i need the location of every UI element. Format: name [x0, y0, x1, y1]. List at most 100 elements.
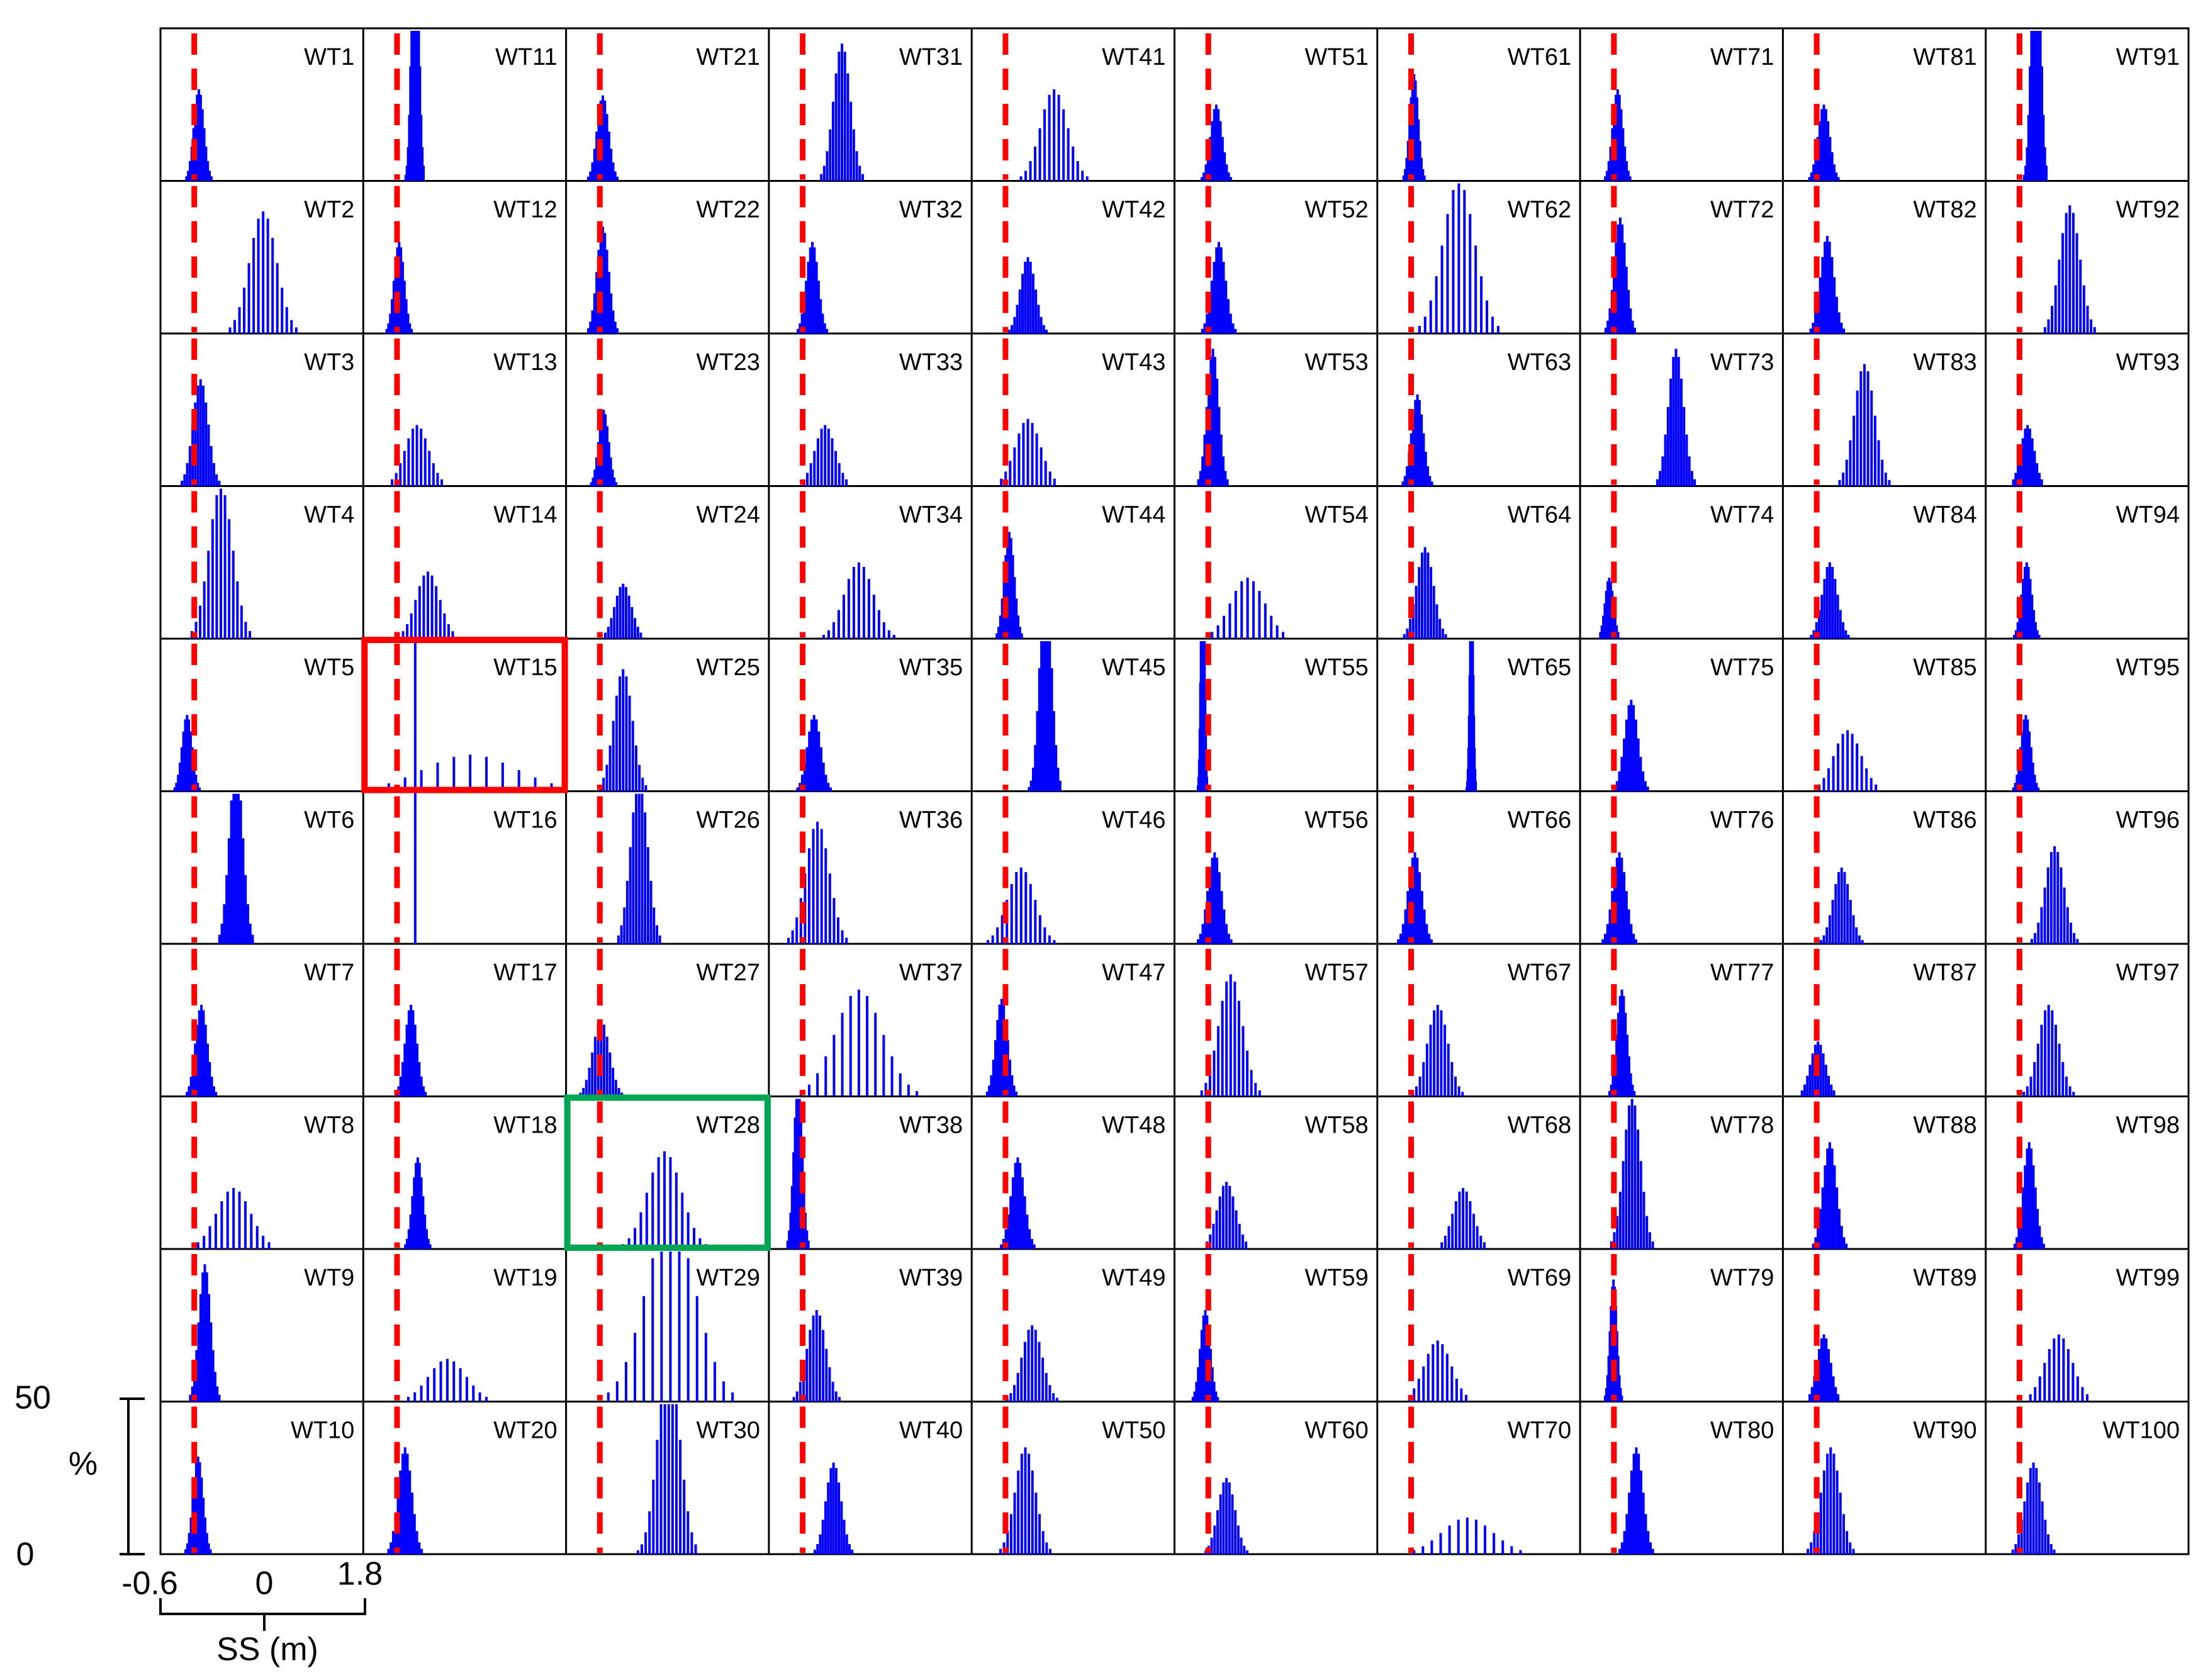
panel-label: WT22 — [697, 197, 760, 223]
histogram-bar — [2026, 1148, 2029, 1249]
histogram-bar — [1015, 598, 1018, 639]
histogram-bar — [607, 442, 610, 486]
histogram-bar — [2071, 1363, 2075, 1402]
panel-label: WT6 — [304, 807, 354, 834]
histogram-bar — [1839, 1492, 1842, 1554]
histogram-bar — [2040, 66, 2043, 181]
histogram-bar — [1647, 1531, 1650, 1554]
histogram-bar — [1832, 1453, 1836, 1554]
histogram-bar — [843, 52, 846, 181]
histogram-bar — [2053, 1549, 2056, 1554]
histogram-bar — [1017, 433, 1021, 486]
panel-wt24: WT24 — [597, 491, 760, 639]
histogram-bar — [1406, 891, 1410, 944]
histogram-bar — [182, 731, 185, 792]
histogram-bar — [1411, 858, 1414, 944]
histogram-bar — [1832, 1376, 1835, 1402]
histogram-bar — [220, 1201, 223, 1249]
histogram-bar — [1827, 768, 1830, 792]
histogram-bar — [2036, 630, 2039, 639]
histogram-bar — [1819, 1044, 1822, 1097]
histogram-bar — [1034, 146, 1037, 181]
histogram-bar — [447, 624, 450, 639]
histogram-bar — [648, 1511, 651, 1554]
histogram-bar — [249, 630, 252, 639]
histogram-bar — [1020, 1453, 1023, 1554]
histogram-bar — [2022, 579, 2025, 639]
histogram-bar — [1820, 1338, 1823, 1402]
histogram-bar — [612, 310, 615, 333]
panel-wt78: WT78 — [1610, 1099, 1774, 1249]
panel-wt44: WT44 — [995, 491, 1166, 639]
histogram-bar — [1031, 1470, 1034, 1554]
histogram-bar — [1012, 1085, 1016, 1097]
panel-label: WT44 — [1102, 502, 1165, 529]
histogram-bar — [855, 151, 858, 181]
histogram-bar — [233, 320, 237, 333]
histogram-bar — [2035, 783, 2038, 792]
histogram-bar — [1840, 867, 1843, 944]
histogram-bar — [1642, 1492, 1645, 1554]
panel-label: WT30 — [697, 1418, 760, 1444]
histogram-bar — [827, 630, 830, 639]
histogram-bar — [428, 451, 431, 486]
histogram-bar — [189, 1394, 192, 1402]
histogram-bar — [1038, 1341, 1041, 1402]
histogram-bar — [1421, 169, 1425, 181]
panel-wt15: WT15 — [371, 644, 558, 792]
histogram-bar — [1608, 909, 1612, 944]
histogram-bar — [203, 1236, 206, 1249]
histogram-bar — [824, 775, 827, 792]
histogram-bar — [602, 778, 605, 792]
panel-wt41: WT41 — [1002, 33, 1166, 181]
histogram-bar — [2026, 425, 2029, 486]
histogram-bar — [1625, 266, 1628, 333]
histogram-bar — [2030, 939, 2033, 944]
histogram-bar — [1031, 423, 1034, 486]
histogram-bar — [1825, 927, 1829, 944]
histogram-bar — [2022, 719, 2026, 792]
panel-label: WT81 — [1913, 44, 1976, 70]
panel-wt74: WT74 — [1599, 491, 1774, 639]
histogram-bar — [669, 1157, 672, 1249]
histogram-bar — [1651, 1241, 1654, 1249]
histogram-bar — [990, 1075, 993, 1097]
histogram-bar — [675, 1404, 678, 1554]
histogram-bar — [690, 1532, 693, 1554]
histogram-bar — [604, 414, 607, 486]
histogram-bar — [2014, 783, 2017, 792]
histogram-bar — [2014, 473, 2017, 486]
histogram-bar — [694, 1544, 697, 1554]
histogram-bar — [399, 463, 402, 486]
histogram-bar — [1422, 1366, 1425, 1402]
histogram-bar — [2046, 867, 2049, 944]
histogram-bar — [215, 495, 218, 639]
histogram-bar — [405, 299, 408, 333]
histogram-bar — [1842, 473, 1845, 486]
histogram-bar — [430, 575, 434, 639]
histogram-bar — [683, 1479, 686, 1554]
histogram-bar — [2017, 1226, 2021, 1249]
histogram-bar — [1812, 1243, 1815, 1249]
histogram-bar — [1201, 328, 1204, 333]
histogram-bar — [1037, 305, 1040, 333]
panel-label: WT42 — [1102, 197, 1165, 223]
histogram-bar — [1214, 1391, 1218, 1402]
histogram-bar — [1836, 1187, 1839, 1249]
histogram-bar — [822, 634, 825, 639]
histogram-bar — [202, 1010, 205, 1097]
histogram-bar — [1612, 603, 1615, 639]
histogram-bar — [1018, 289, 1021, 333]
histogram-bar — [1225, 281, 1228, 333]
histogram-bar — [608, 745, 612, 792]
histogram-bar — [607, 132, 610, 181]
histogram-bar — [795, 917, 799, 944]
histogram-bar — [2036, 1043, 2039, 1097]
histogram-bar — [2041, 1501, 2044, 1554]
histogram-bar — [2082, 285, 2085, 333]
histogram-bar — [1608, 578, 1611, 639]
histogram-bar — [2060, 867, 2063, 944]
histogram-bar — [1214, 104, 1218, 181]
histogram-bar — [1866, 371, 1869, 486]
histogram-bar — [824, 425, 827, 486]
